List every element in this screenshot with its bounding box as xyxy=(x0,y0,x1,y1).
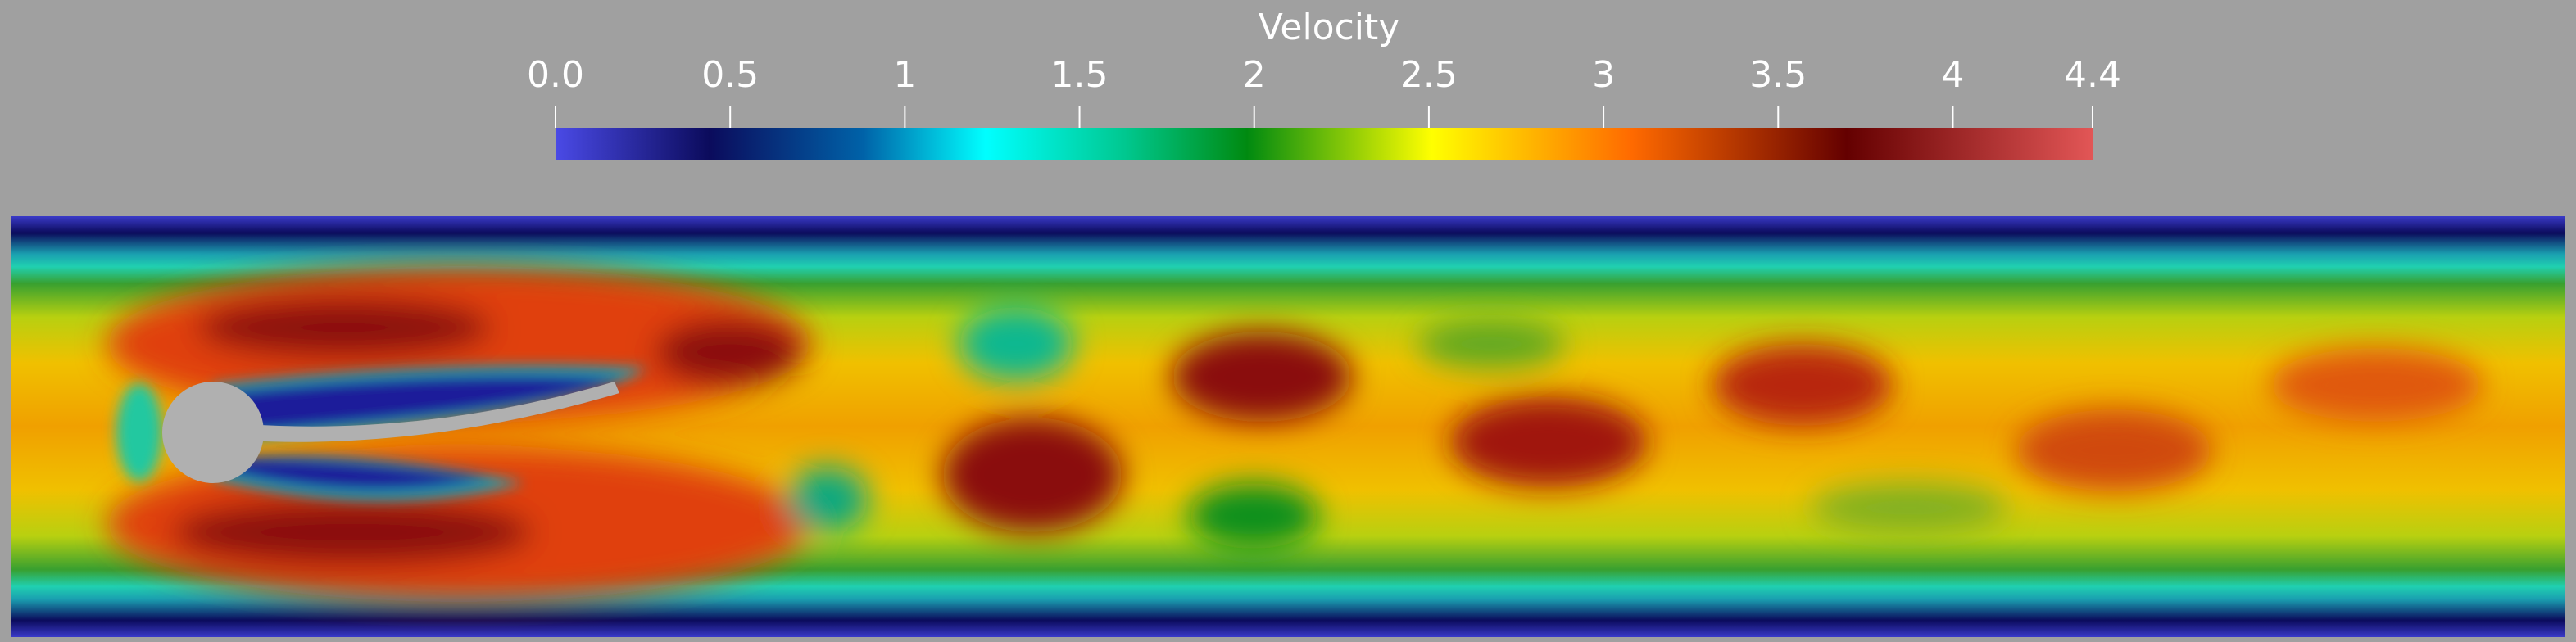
flow-structures xyxy=(107,266,2483,602)
tick-label: 0.5 xyxy=(701,54,759,96)
cylinder xyxy=(162,382,264,483)
flow-field xyxy=(11,216,2565,637)
tick-label: 3.5 xyxy=(1749,54,1807,96)
tick-label: 1 xyxy=(893,54,916,96)
colorbar-title: Velocity xyxy=(1259,7,1400,48)
tick-label: 0.0 xyxy=(527,54,584,96)
tick-label: 2.5 xyxy=(1400,54,1458,96)
colorbar: Velocity 0.0 0.5 1 1.5 2 2.5 3 3.5 4 4.4 xyxy=(527,7,2121,160)
tick-label: 4.4 xyxy=(2064,54,2121,96)
tick-label: 1.5 xyxy=(1051,54,1109,96)
tick-label: 3 xyxy=(1592,54,1615,96)
tick-label: 4 xyxy=(1941,54,1964,96)
tick-label: 2 xyxy=(1243,54,1266,96)
colorbar-ramp xyxy=(556,128,2093,160)
flag xyxy=(246,382,619,442)
